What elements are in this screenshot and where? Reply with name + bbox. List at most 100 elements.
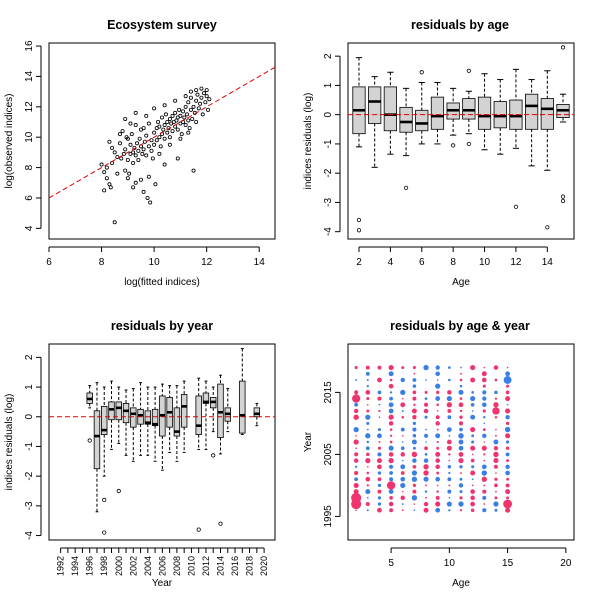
residual-bubble xyxy=(492,407,500,415)
y-tick-label: 14 xyxy=(24,70,35,82)
residual-bubble xyxy=(448,453,451,456)
residual-bubble xyxy=(400,446,405,451)
box xyxy=(217,383,224,438)
x-axis-label: Age xyxy=(452,578,470,589)
residual-bubble xyxy=(482,402,487,408)
data-point xyxy=(102,170,107,175)
x-tick-label: 12 xyxy=(201,257,213,268)
residual-bubble xyxy=(411,470,418,476)
residual-bubble xyxy=(506,459,510,463)
residual-bubble xyxy=(435,451,441,457)
box xyxy=(383,86,397,132)
outlier-point xyxy=(218,521,223,526)
data-point xyxy=(144,113,149,118)
residual-bubble xyxy=(423,464,429,470)
data-point xyxy=(157,151,162,156)
residual-bubble xyxy=(365,457,371,464)
data-point xyxy=(149,138,154,143)
residual-bubble xyxy=(389,508,394,513)
panel-ecosystem-survey: Ecosystem survey 6 8 10 12 14 4 6 8 10 12 14 16 log… xyxy=(4,18,276,288)
data-point xyxy=(162,136,167,141)
residual-bubble xyxy=(378,403,381,406)
box xyxy=(202,392,210,404)
residual-bubble xyxy=(388,457,394,464)
y-tick-label: 8 xyxy=(24,164,35,170)
residual-bubble xyxy=(435,415,440,420)
data-point xyxy=(167,116,172,121)
outlier-point xyxy=(560,198,566,204)
residual-bubble xyxy=(505,421,510,426)
residual-bubble xyxy=(412,396,417,401)
residual-bubble xyxy=(446,439,452,445)
data-point xyxy=(179,132,184,137)
y-tick-label: 1995 xyxy=(323,505,334,528)
residual-bubble xyxy=(503,499,513,509)
residual-bubble xyxy=(355,434,357,437)
panel-residuals-by-age-year: residuals by age & year 5 10 15 20 1995 2005 2… xyxy=(303,319,575,589)
data-point xyxy=(131,161,136,166)
residual-bubble xyxy=(423,501,429,507)
residual-bubble xyxy=(377,428,381,432)
residual-bubble xyxy=(435,507,441,513)
residual-bubble xyxy=(436,440,439,444)
data-point xyxy=(154,138,159,143)
outlier-point xyxy=(116,488,121,494)
residual-bubble xyxy=(400,427,405,432)
x-tick-label: 12 xyxy=(510,257,522,268)
residual-bubble xyxy=(425,496,427,499)
residual-bubble xyxy=(483,366,486,369)
outlier-point xyxy=(560,45,566,50)
residual-bubble xyxy=(458,445,464,451)
axes: 5 10 15 20 1995 2005 2015 xyxy=(323,381,572,569)
residual-bubble xyxy=(459,384,463,388)
residual-bubble xyxy=(377,464,382,470)
box xyxy=(430,96,445,130)
residual-bubble xyxy=(483,415,486,419)
residual-bubble xyxy=(506,366,509,369)
residual-bubble xyxy=(481,371,487,377)
residual-bubble xyxy=(377,396,382,401)
data-point xyxy=(187,126,192,131)
residual-bubble xyxy=(389,428,393,431)
data-point xyxy=(133,180,138,185)
residual-bubble xyxy=(446,445,452,451)
residual-bubble xyxy=(458,483,464,488)
residual-bubble xyxy=(483,453,486,456)
residual-bubble xyxy=(401,409,404,412)
data-point xyxy=(170,129,175,134)
data-point xyxy=(183,94,188,99)
x-axis-label: log(fitted indices) xyxy=(124,277,200,288)
residual-bubble xyxy=(377,477,382,482)
x-tick-label: 10 xyxy=(479,257,491,268)
residual-bubble xyxy=(482,495,487,500)
residual-bubble xyxy=(411,408,417,414)
residual-bubble xyxy=(505,452,510,457)
residual-bubble xyxy=(423,507,429,513)
residual-bubble xyxy=(413,372,416,375)
residual-bubble xyxy=(354,452,359,457)
data-point xyxy=(186,130,191,135)
y-tick-label: 2015 xyxy=(323,381,334,404)
box xyxy=(180,394,188,428)
data-point xyxy=(117,141,122,146)
data-point xyxy=(115,171,120,176)
data-point xyxy=(177,107,182,112)
residual-bubble xyxy=(470,377,476,383)
y-tick-label: -2 xyxy=(323,168,334,177)
data-point xyxy=(178,136,183,141)
residual-bubble xyxy=(412,415,417,420)
residual-bubble xyxy=(377,365,382,370)
residual-bubble xyxy=(389,378,393,382)
data-point xyxy=(181,109,186,114)
residual-bubble xyxy=(482,390,487,395)
residual-bubble xyxy=(446,402,452,408)
residual-bubble xyxy=(424,402,429,407)
data-point xyxy=(178,113,183,118)
residual-bubble xyxy=(506,477,510,481)
residual-bubble xyxy=(459,465,463,469)
y-tick-label: 0 xyxy=(24,414,35,420)
residual-bubble xyxy=(366,378,369,381)
residual-bubble xyxy=(471,478,474,481)
x-tick-label: 10 xyxy=(444,558,456,569)
